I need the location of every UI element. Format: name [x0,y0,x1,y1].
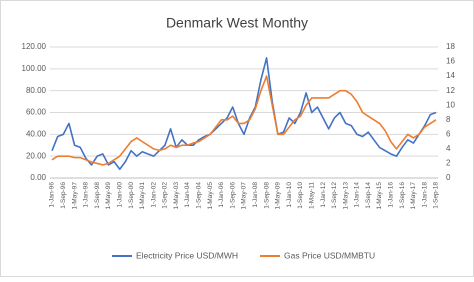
y2-tick-label: 12 [446,86,455,95]
y2-tick-label: 10 [446,100,455,109]
x-tick-label: 1-May-07 [241,182,248,210]
chart-title: Denmark West Monthy [166,15,308,31]
y2-tick-label: 16 [446,57,455,66]
y-tick-label: 20.00 [26,151,47,160]
y-tick-label: 0.00 [30,173,46,182]
x-tick-label: 1-May-15 [376,182,383,210]
x-tick-label: 1-May-05 [207,182,214,210]
x-tick-label: 1-Jan-04 [184,182,191,208]
y-tick-label: 100.00 [22,64,47,73]
y-tick-label: 60.00 [26,108,47,117]
x-tick-label: 1-Jan-00 [116,182,123,208]
series-line [51,57,437,171]
x-tick-label: 1-Jan-14 [354,182,361,208]
x-tick-label: 1-Sep-96 [60,182,67,209]
x-tick-label: 1-Jan-18 [421,182,428,208]
y-tick-label: 40.00 [26,129,47,138]
series-line [51,75,437,166]
y2-tick-label: 8 [446,115,451,124]
x-tick-label: 1-Sep-04 [196,182,203,209]
x-tick-label: 1-Sep-00 [128,182,135,209]
y2-tick-label: 2 [446,159,451,168]
x-tick-label: 1-Sep-02 [162,182,169,209]
y2-tick-label: 0 [446,173,451,182]
x-tick-label: 1-Sep-06 [229,182,236,209]
x-tick-label: 1-Sep-98 [94,182,101,209]
x-tick-label: 1-Jan-06 [218,182,225,208]
x-tick-label: 1-Sep-10 [297,182,304,209]
y2-tick-label: 6 [446,129,451,138]
x-tick-label: 1-Jan-12 [320,182,327,208]
y2-tick-label: 4 [446,144,451,153]
x-tick-label: 1-May-99 [105,182,112,210]
x-tick-label: 1-Sep-12 [331,182,338,209]
x-tick-label: 1-May-13 [342,182,349,210]
x-tick-label: 1-Jan-10 [286,182,293,208]
x-tick-label: 1-Sep-08 [263,182,270,209]
x-tick-label: 1-May-17 [410,182,417,210]
x-tick-label: 1-Sep-18 [433,182,440,209]
y-tick-label: 120.00 [22,42,47,51]
x-tick-label: 1-Sep-14 [365,182,372,209]
x-tick-label: 1-Jan-08 [252,182,259,208]
x-tick-label: 1-May-09 [275,182,282,210]
x-tick-label: 1-Sep-16 [399,182,406,209]
y-tick-label: 80.00 [26,86,47,95]
y2-tick-label: 14 [446,71,455,80]
x-tick-label: 1-Jan-02 [150,182,157,208]
x-tick-label: 1-Jan-98 [83,182,90,208]
x-tick-label: 1-May-01 [139,182,146,210]
x-tick-label: 1-May-11 [308,182,315,209]
legend-label: Gas Price USD/MMBTU [284,250,375,260]
x-tick-label: 1-Jan-96 [49,182,56,208]
x-tick-label: 1-Jan-16 [388,182,395,208]
y2-tick-label: 18 [446,42,455,51]
legend-label: Electricity Price USD/MWH [136,250,238,260]
x-tick-label: 1-May-97 [71,182,78,210]
x-tick-label: 1-May-03 [173,182,180,210]
